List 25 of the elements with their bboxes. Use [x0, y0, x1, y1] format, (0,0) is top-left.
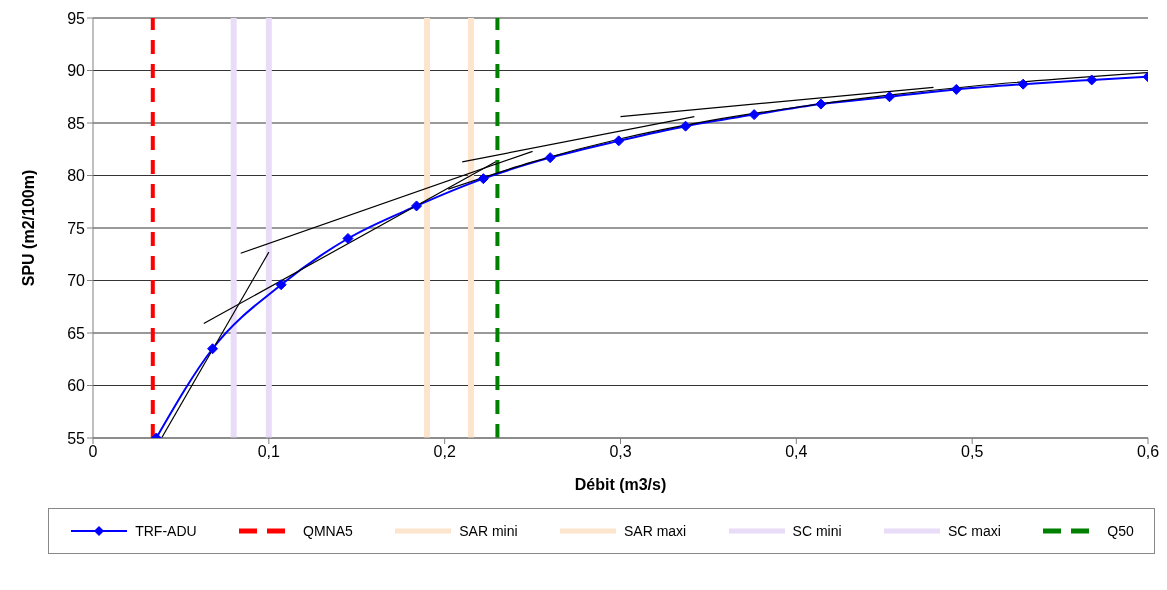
x-axis-title: Débit (m3/s) — [574, 476, 667, 493]
y-tick-label: 95 — [67, 9, 86, 27]
x-tick-label: 0,3 — [609, 443, 632, 461]
y-tick-label: 65 — [67, 324, 86, 342]
y-tick-label: 55 — [67, 429, 86, 447]
legend-label: SC mini — [792, 523, 842, 539]
legend-label: SC maxi — [947, 523, 1001, 539]
y-tick-label: 90 — [67, 62, 86, 80]
x-tick-label: 0,1 — [257, 443, 281, 461]
y-tick-label: 60 — [67, 377, 86, 395]
legend-label: SAR maxi — [623, 523, 687, 539]
y-tick-label: 85 — [67, 114, 86, 132]
x-tick-label: 0,6 — [1136, 443, 1160, 461]
x-tick-label: 0,5 — [961, 443, 984, 461]
legend-label: SAR mini — [459, 523, 518, 539]
y-axis-title: SPU (m2/100m) — [19, 169, 37, 287]
legend-label: TRF-ADU — [135, 523, 197, 539]
x-tick-label: 0,2 — [433, 443, 456, 461]
y-tick-label: 80 — [67, 167, 86, 185]
legend-label: Q50 — [1107, 523, 1134, 539]
y-tick-label: 70 — [67, 272, 86, 290]
legend-label: QMNA5 — [303, 523, 353, 539]
y-tick-label: 75 — [67, 219, 86, 237]
x-tick-label: 0,4 — [785, 443, 808, 461]
x-tick-label: 0 — [88, 443, 98, 461]
